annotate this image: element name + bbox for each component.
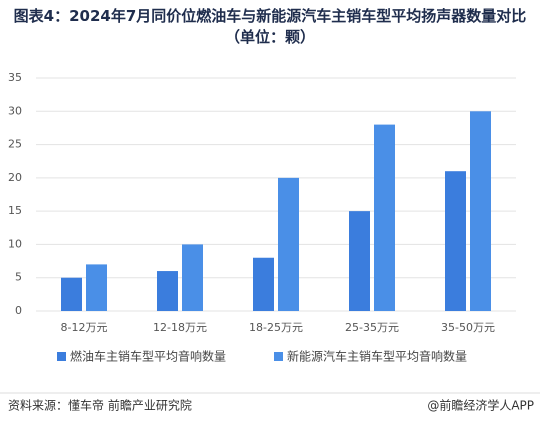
legend-swatch — [274, 352, 283, 361]
x-tick-label: 35-50万元 — [441, 321, 495, 334]
bar — [157, 271, 178, 311]
bar — [61, 277, 82, 311]
y-tick-label: 10 — [8, 237, 22, 250]
bar — [349, 211, 370, 311]
legend-swatch — [57, 352, 66, 361]
y-tick-label: 5 — [15, 271, 22, 284]
bar — [278, 177, 299, 311]
bar — [445, 171, 466, 311]
x-tick-label: 25-35万元 — [345, 321, 399, 334]
source: 资料来源：懂车帝 前瞻产业研究院 — [8, 398, 192, 413]
y-tick-label: 35 — [8, 71, 22, 84]
y-tick-label: 0 — [15, 304, 22, 317]
legend-label: 燃油车主销车型平均音响数量 — [70, 349, 226, 364]
chart-title: 图表4：2024年7月同价位燃油车与新能源汽车主销车型平均扬声器数量对比（单位：… — [13, 7, 527, 46]
credit: @前瞻经济学人APP — [427, 398, 534, 413]
bar — [86, 264, 107, 311]
bar — [253, 257, 274, 311]
x-tick-label: 18-25万元 — [249, 321, 303, 334]
x-tick-label: 8-12万元 — [61, 321, 108, 334]
y-tick-label: 20 — [8, 171, 22, 184]
bar — [182, 244, 203, 311]
bar — [374, 124, 395, 311]
x-tick-label: 12-18万元 — [153, 321, 207, 334]
y-tick-label: 30 — [8, 104, 22, 117]
bar — [470, 111, 491, 312]
y-tick-label: 25 — [8, 138, 22, 151]
legend-label: 新能源汽车主销车型平均音响数量 — [287, 349, 467, 364]
y-tick-label: 15 — [8, 204, 22, 217]
